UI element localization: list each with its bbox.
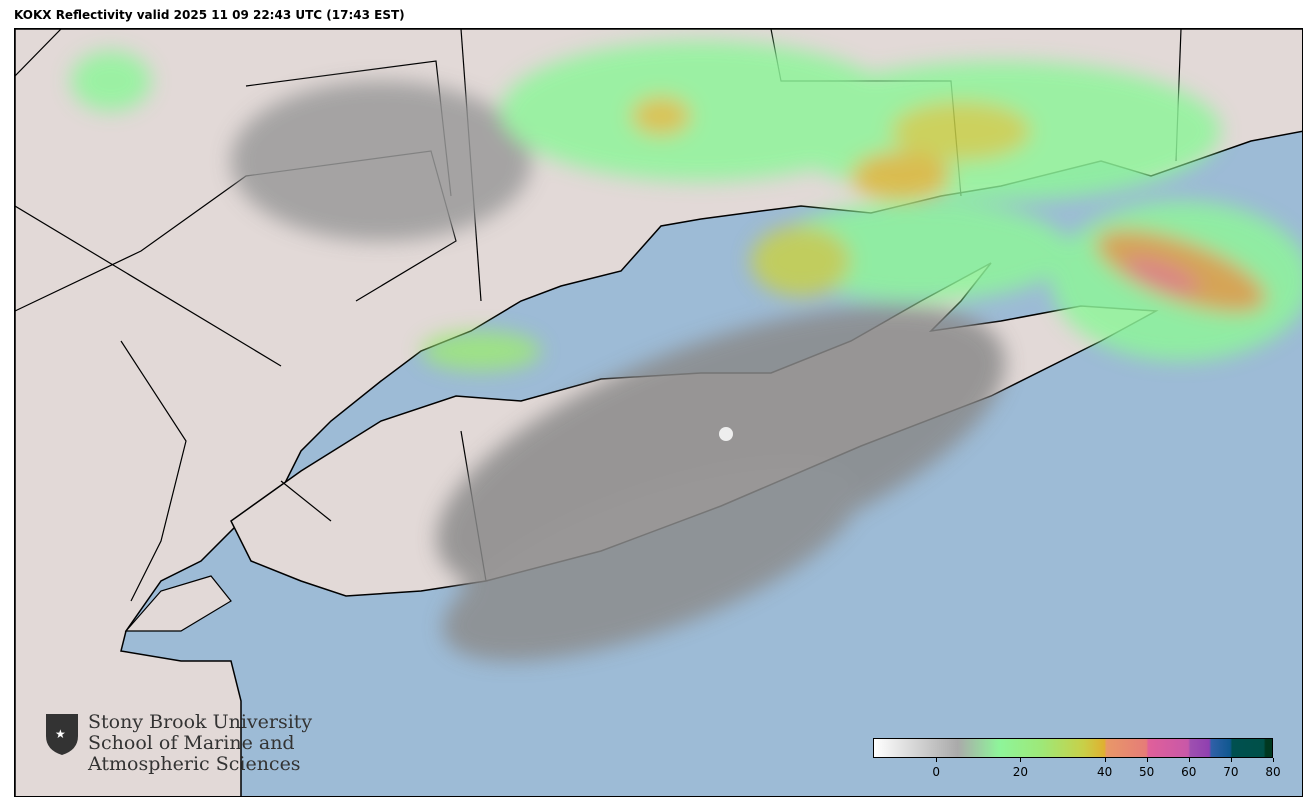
colorbar [873,738,1273,758]
colorbar-tick-label: 40 [1096,765,1113,779]
colorbar-tick-label: 20 [1012,765,1028,779]
map-title: KOKX Reflectivity valid 2025 11 09 22:43… [14,8,405,22]
colorbar-tick [1146,758,1148,762]
radar-map[interactable] [14,28,1303,797]
colorbar-tick-label: 70 [1223,765,1239,779]
radar-echoes [71,41,1302,661]
colorbar-tick-label: 0 [932,765,940,779]
colorbar-tick [1188,758,1190,762]
colorbar-tick [1273,758,1274,762]
colorbar-tick-label: 80 [1265,765,1281,779]
colorbar-tick [936,758,938,762]
colorbar-tick [1230,758,1232,762]
colorbar-tick [1104,758,1106,762]
colorbar-tick [1020,758,1022,762]
svg-text:★: ★ [55,727,66,741]
staten-island [124,575,232,632]
logo-line-3: Atmospheric Sciences [88,753,301,775]
colorbar-tick-label: 50 [1139,765,1155,779]
stony-brook-shield-icon: ★ [46,714,78,755]
map-canvas [15,29,1302,796]
logo-line-1: Stony Brook University [88,711,313,733]
sbu-logo: ★ Stony Brook University School of Marin… [44,712,312,775]
logo-line-2: School of Marine and [88,732,295,754]
radar-site [719,427,733,441]
colorbar-tick-label: 60 [1181,765,1197,779]
